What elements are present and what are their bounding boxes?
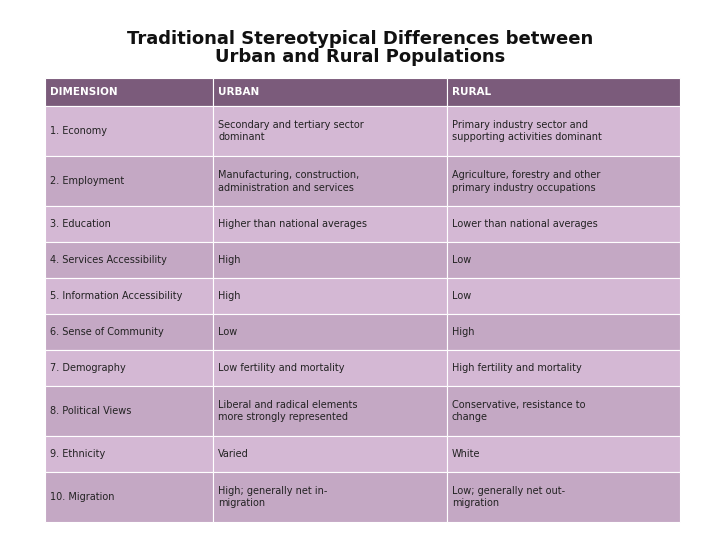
- Bar: [213, 350, 447, 386]
- Bar: [447, 472, 680, 522]
- Text: DIMENSION: DIMENSION: [50, 87, 117, 97]
- Text: High: High: [218, 291, 240, 301]
- Text: 8. Political Views: 8. Political Views: [50, 406, 131, 416]
- Text: Low: Low: [452, 291, 471, 301]
- Bar: [447, 242, 680, 278]
- Text: Manufacturing, construction,
administration and services: Manufacturing, construction, administrat…: [218, 170, 359, 193]
- Text: 6. Sense of Community: 6. Sense of Community: [50, 327, 163, 337]
- Text: High: High: [218, 255, 240, 265]
- Bar: [213, 106, 447, 156]
- Text: Low: Low: [452, 255, 471, 265]
- Text: Lower than national averages: Lower than national averages: [452, 219, 598, 230]
- Bar: [447, 206, 680, 242]
- Bar: [213, 206, 447, 242]
- Text: URBAN: URBAN: [218, 87, 259, 97]
- Bar: [447, 78, 680, 106]
- Text: 10. Migration: 10. Migration: [50, 492, 114, 502]
- Bar: [45, 350, 213, 386]
- Text: Agriculture, forestry and other
primary industry occupations: Agriculture, forestry and other primary …: [452, 170, 600, 193]
- Bar: [45, 436, 213, 472]
- Bar: [213, 314, 447, 350]
- Bar: [45, 314, 213, 350]
- Bar: [45, 106, 213, 156]
- Text: Low: Low: [218, 327, 238, 337]
- Bar: [447, 350, 680, 386]
- Text: Liberal and radical elements
more strongly represented: Liberal and radical elements more strong…: [218, 400, 358, 422]
- Text: Low; generally net out-
migration: Low; generally net out- migration: [452, 485, 565, 508]
- Bar: [213, 436, 447, 472]
- Bar: [45, 206, 213, 242]
- Text: Low fertility and mortality: Low fertility and mortality: [218, 363, 345, 373]
- Text: 3. Education: 3. Education: [50, 219, 111, 230]
- Text: Secondary and tertiary sector
dominant: Secondary and tertiary sector dominant: [218, 120, 364, 143]
- Text: 2. Employment: 2. Employment: [50, 177, 125, 186]
- Text: Primary industry sector and
supporting activities dominant: Primary industry sector and supporting a…: [452, 120, 602, 143]
- Text: Traditional Stereotypical Differences between: Traditional Stereotypical Differences be…: [127, 30, 593, 48]
- Bar: [45, 472, 213, 522]
- Text: 4. Services Accessibility: 4. Services Accessibility: [50, 255, 167, 265]
- Bar: [447, 106, 680, 156]
- Bar: [45, 156, 213, 206]
- Text: High; generally net in-
migration: High; generally net in- migration: [218, 485, 328, 508]
- Bar: [213, 78, 447, 106]
- Text: 9. Ethnicity: 9. Ethnicity: [50, 449, 105, 459]
- Bar: [447, 436, 680, 472]
- Text: Higher than national averages: Higher than national averages: [218, 219, 367, 230]
- Text: White: White: [452, 449, 480, 459]
- Bar: [45, 386, 213, 436]
- Bar: [447, 314, 680, 350]
- Bar: [45, 78, 213, 106]
- Bar: [213, 386, 447, 436]
- Bar: [45, 242, 213, 278]
- Bar: [213, 242, 447, 278]
- Text: Urban and Rural Populations: Urban and Rural Populations: [215, 48, 505, 66]
- Bar: [213, 156, 447, 206]
- Bar: [213, 472, 447, 522]
- Bar: [447, 386, 680, 436]
- Text: RURAL: RURAL: [452, 87, 491, 97]
- Text: Conservative, resistance to
change: Conservative, resistance to change: [452, 400, 585, 422]
- Bar: [213, 278, 447, 314]
- Text: High fertility and mortality: High fertility and mortality: [452, 363, 582, 373]
- Text: 7. Demography: 7. Demography: [50, 363, 126, 373]
- Text: 1. Economy: 1. Economy: [50, 126, 107, 136]
- Text: Varied: Varied: [218, 449, 249, 459]
- Bar: [447, 156, 680, 206]
- Bar: [45, 278, 213, 314]
- Text: 5. Information Accessibility: 5. Information Accessibility: [50, 291, 182, 301]
- Text: High: High: [452, 327, 474, 337]
- Bar: [447, 278, 680, 314]
